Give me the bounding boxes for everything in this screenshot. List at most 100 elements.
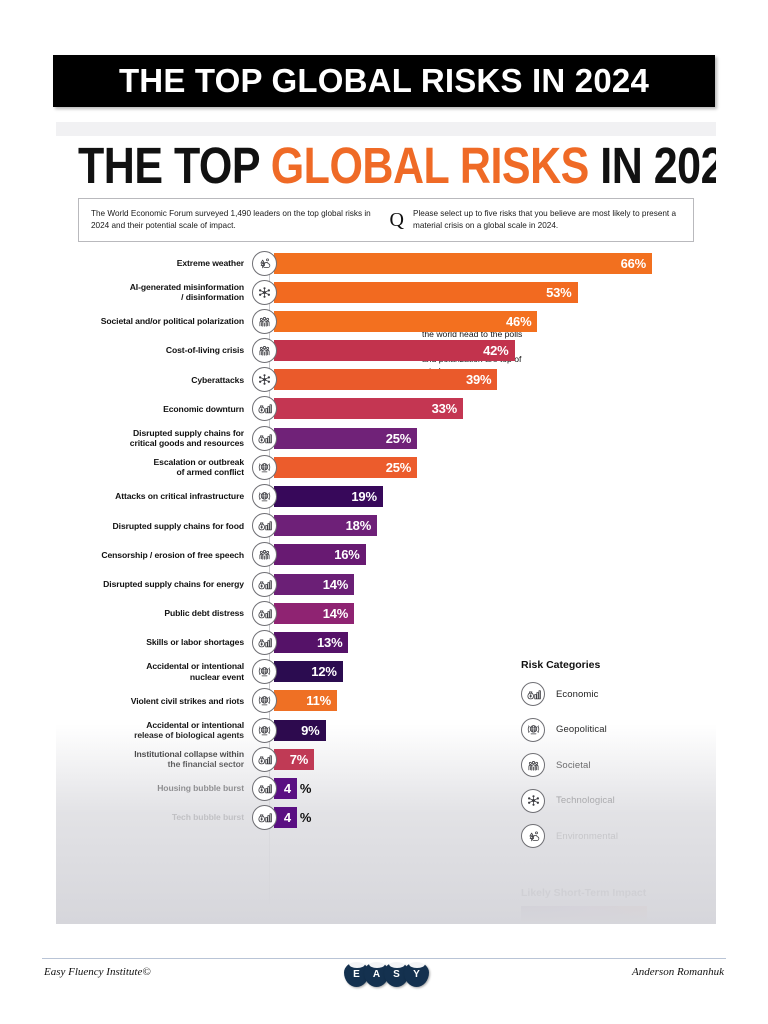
bar-container: 39% — [274, 369, 498, 391]
legend-item: Societal — [521, 753, 711, 777]
risk-label: Housing bubble burst — [56, 783, 252, 793]
slide-title-text: THE TOP GLOBAL RISKS IN 2024 — [118, 62, 650, 99]
chart-row: Accidental or intentional nuclear event 12… — [56, 659, 716, 685]
bar-container: 25% — [274, 456, 418, 478]
economic-icon — [252, 805, 277, 831]
risk-label: Extreme weather — [56, 258, 252, 268]
economic-icon — [252, 775, 277, 801]
bar-value-label: 11% — [306, 693, 331, 709]
intro-question-text: Please select up to five risks that you … — [413, 209, 677, 230]
chart-row: Disrupted supply chains for energy 14% — [56, 571, 716, 597]
chart-row: Skills or labor shortages 13% — [56, 629, 716, 655]
bar-value-label: 13% — [317, 634, 343, 650]
bar-container: 12% — [274, 661, 343, 683]
logo-letter-badge: Y — [404, 960, 429, 987]
risk-label-line: Cyberattacks — [191, 374, 244, 385]
legend-item-label: Geopolitical — [556, 724, 607, 735]
risk-label-line: Extreme weather — [176, 257, 244, 268]
risk-label: Public debt distress — [56, 608, 252, 618]
risk-label: Tech bubble burst — [56, 812, 252, 822]
risk-bar: 25% — [274, 456, 418, 478]
risk-label: Skills or labor shortages — [56, 637, 252, 647]
bar-value-label: 25% — [385, 430, 412, 446]
societal-icon — [252, 542, 277, 568]
risk-label-line: Tech bubble burst — [171, 812, 244, 823]
legend-title: Risk Categories — [521, 659, 601, 671]
chart-row: AI-generated misinformation / disinformat… — [56, 279, 716, 305]
risk-label-line: Institutional collapse within — [134, 749, 244, 760]
risk-label-line: Housing bubble burst — [157, 783, 244, 794]
bar-value-label: 19% — [351, 489, 377, 504]
risk-categories-legend: Risk Categories Economic Geopolitical Soci… — [521, 659, 711, 860]
economic-icon — [252, 746, 277, 772]
bar-container: 46% — [274, 310, 538, 332]
impact-legend: Likely Short-Term Impact Low High — [521, 887, 711, 924]
risk-label-line: Accidental or intentional — [146, 719, 244, 730]
risk-label-line: Skills or labor shortages — [146, 637, 244, 648]
headline-part-1: THE TOP — [78, 138, 271, 195]
bar-value-label: 33% — [431, 401, 458, 417]
bar-container: 66% — [274, 252, 652, 274]
risk-label: Societal and/or political polarization — [56, 316, 252, 326]
bar-container: 16% — [274, 544, 366, 566]
risk-label: Cyberattacks — [56, 375, 252, 385]
chart-row: Violent civil strikes and riots 11% — [56, 688, 716, 714]
risk-label-line: Economic downturn — [163, 403, 244, 414]
risk-label: Escalation or outbreak of armed conflict — [56, 457, 252, 477]
risk-bar: 7% — [274, 748, 315, 770]
geopolitical-icon — [521, 717, 545, 742]
chart-row: Censorship / erosion of free speech 16% — [56, 542, 716, 568]
legend-item-label: Economic — [556, 688, 599, 700]
bar-container: 53% — [274, 281, 578, 303]
societal-icon — [521, 753, 545, 777]
logo-letter: Y — [413, 969, 420, 980]
risk-bar: 4% — [274, 777, 311, 799]
risk-label-line: of armed conflict — [176, 467, 244, 478]
question-mark-label: Q — [389, 209, 404, 231]
risk-label: Cost-of-living crisis — [56, 345, 252, 355]
economic-icon — [252, 600, 277, 626]
chart-row: Cost-of-living crisis 42% — [56, 338, 716, 364]
risk-label-line: AI-generated misinformation — [129, 282, 244, 293]
footer-author-label: Anderson Romanhuk — [632, 966, 724, 978]
impact-legend-title: Likely Short-Term Impact — [521, 887, 647, 899]
bar-value-number: 4 — [283, 780, 291, 796]
risk-bar: 19% — [274, 486, 383, 507]
legend-item: Economic — [521, 682, 711, 706]
infographic-headline: THE TOP GLOBAL RISKS IN 2024 — [78, 138, 716, 196]
chart-row: Escalation or outbreak of armed conflict 2… — [56, 454, 716, 480]
bar-value-label: 9% — [301, 722, 320, 738]
technological-icon — [252, 367, 277, 393]
chart-row: Cyberattacks 39% — [56, 367, 716, 393]
slide-title-banner: THE TOP GLOBAL RISKS IN 2024 — [53, 55, 715, 107]
risk-label-line: Disrupted supply chains for food — [112, 520, 245, 531]
risk-label-line: Disrupted supply chains for — [133, 427, 244, 438]
environmental-icon — [521, 824, 545, 848]
risk-label-line: Public debt distress — [164, 608, 244, 619]
bar-value-label: 14% — [322, 576, 349, 592]
risk-bar: 39% — [274, 369, 498, 391]
footer-institute-label: Easy Fluency Institute© — [44, 966, 151, 978]
geopolitical-icon — [252, 484, 277, 509]
chart-row: Disrupted supply chains for critical good… — [56, 425, 716, 451]
risk-bar: 18% — [274, 515, 378, 537]
risk-label: Economic downturn — [56, 404, 252, 414]
economic-icon — [252, 629, 277, 655]
risk-label-line: the financial sector — [167, 759, 244, 770]
bar-value-label: 66% — [620, 255, 647, 271]
technological-icon — [252, 279, 277, 305]
risk-label-line: critical goods and resources — [129, 438, 244, 449]
environmental-icon — [252, 250, 277, 276]
societal-icon — [252, 308, 277, 334]
risk-bar: 53% — [274, 281, 578, 303]
risk-label-line: Disrupted supply chains for energy — [103, 578, 244, 589]
risk-bar: 4% — [274, 807, 311, 829]
bar-container: 9% — [274, 719, 326, 741]
risk-label-line: Escalation or outbreak — [153, 457, 245, 468]
risk-label-line: release of biological agents — [134, 730, 244, 740]
economic-icon — [252, 425, 277, 451]
risk-label-line: nuclear event — [189, 671, 244, 682]
geopolitical-icon — [252, 717, 277, 743]
risk-label-line: Censorship / erosion of free speech — [101, 549, 244, 560]
